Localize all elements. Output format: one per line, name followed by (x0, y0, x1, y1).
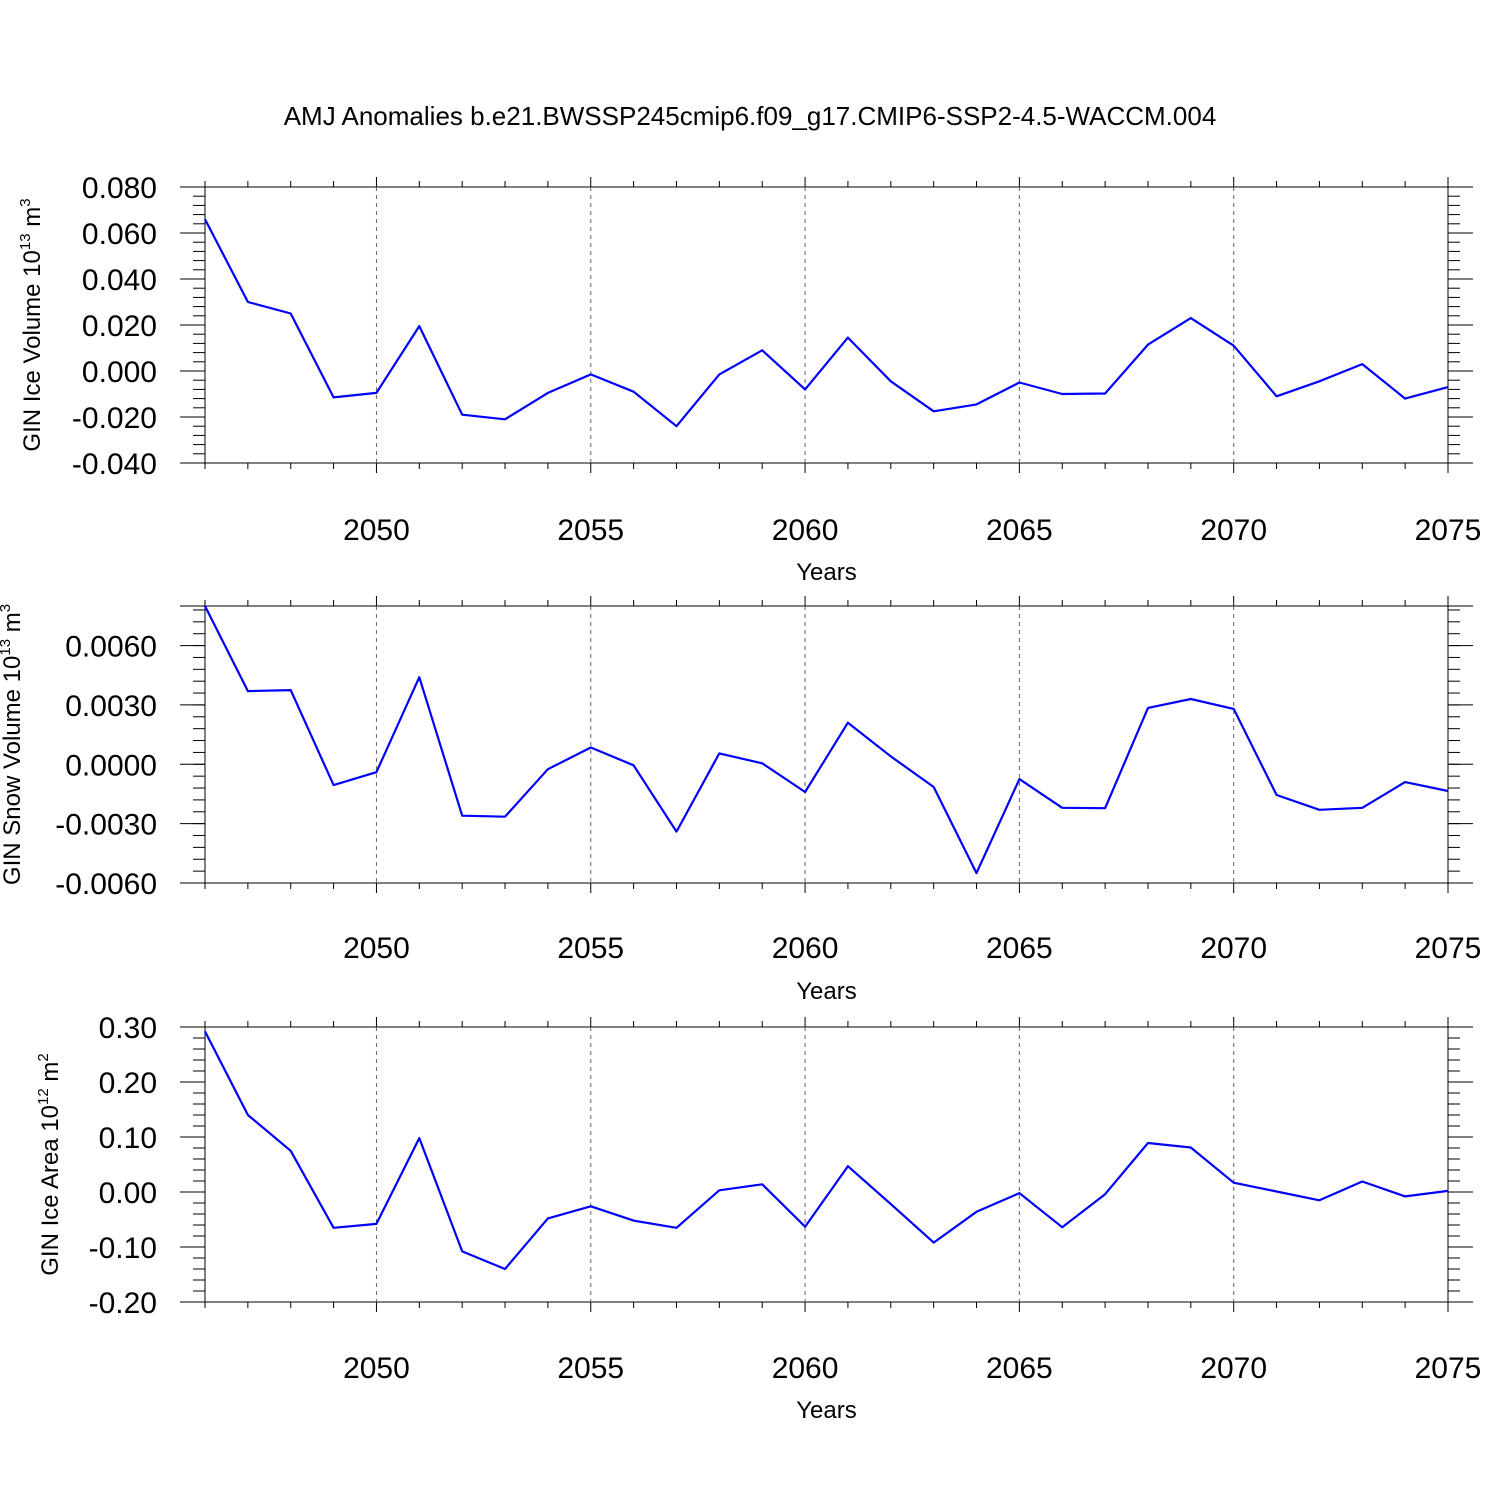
x-tick-label: 2070 (1200, 1352, 1267, 1385)
y-tick-label: 0.0060 (65, 631, 157, 664)
y-axis-label: GIN Snow Volume 1013 m3 (0, 604, 26, 885)
y-tick-label: 0.040 (82, 264, 157, 297)
panel-2: 0.0060 0.0030 0.0000 -0.0030 -0.0060 2050 2055… (0, 596, 1481, 1005)
y-tick-label: -0.0060 (55, 868, 157, 901)
x-tick-label: 2070 (1200, 932, 1267, 965)
x-tick-label: 2050 (343, 932, 410, 965)
y-tick-label: 0.30 (99, 1012, 157, 1045)
y-tick-label: 0.00 (99, 1177, 157, 1210)
y-tick-label: -0.0030 (55, 809, 157, 842)
y-axis-label: GIN Ice Volume 1013 m3 (17, 198, 46, 451)
y-tick-label: 0.10 (99, 1122, 157, 1155)
y-tick-label: -0.020 (72, 402, 157, 435)
x-tick-label: 2060 (772, 1352, 839, 1385)
y-tick-label: 0.0000 (65, 749, 157, 782)
x-tick-label: 2050 (343, 514, 410, 547)
x-tick-label: 2060 (772, 514, 839, 547)
y-tick-label: 0.20 (99, 1067, 157, 1100)
x-tick-label: 2075 (1415, 932, 1482, 965)
panel-1: 0.080 0.060 0.040 0.020 0.000 -0.020 -0.040 205… (17, 172, 1481, 586)
x-axis-label: Years (796, 559, 857, 586)
y-tick-label: -0.040 (72, 448, 157, 481)
panel-3: 0.30 0.20 0.10 0.00 -0.10 -0.20 2050 2055 2060 20… (35, 1012, 1481, 1424)
y-tick-label: 0.080 (82, 172, 157, 205)
series-line (204, 1030, 1449, 1271)
y-tick-label: 0.0030 (65, 690, 157, 723)
x-tick-label: 2055 (557, 1352, 624, 1385)
x-tick-label: 2070 (1200, 514, 1267, 547)
x-tick-label: 2065 (986, 1352, 1053, 1385)
chart-title: AMJ Anomalies b.e21.BWSSP245cmip6.f09_g1… (284, 101, 1217, 131)
series-line (204, 218, 1449, 428)
series-line (204, 605, 1449, 875)
chart-panels: 0.080 0.060 0.040 0.020 0.000 -0.020 -0.040 205… (0, 172, 1481, 1424)
y-tick-label: 0.060 (82, 218, 157, 251)
x-tick-label: 2055 (557, 932, 624, 965)
y-tick-label: 0.000 (82, 356, 157, 389)
y-tick-label: -0.20 (89, 1287, 157, 1320)
x-tick-label: 2075 (1415, 514, 1482, 547)
x-tick-label: 2065 (986, 932, 1053, 965)
y-tick-label: 0.020 (82, 310, 157, 343)
y-tick-label: -0.10 (89, 1232, 157, 1265)
x-tick-label: 2060 (772, 932, 839, 965)
x-axis-label: Years (796, 978, 857, 1005)
x-axis-label: Years (796, 1397, 857, 1424)
x-tick-label: 2075 (1415, 1352, 1482, 1385)
x-tick-label: 2055 (557, 514, 624, 547)
x-tick-label: 2065 (986, 514, 1053, 547)
y-axis-label: GIN Ice Area 1012 m2 (35, 1053, 64, 1275)
x-tick-label: 2050 (343, 1352, 410, 1385)
